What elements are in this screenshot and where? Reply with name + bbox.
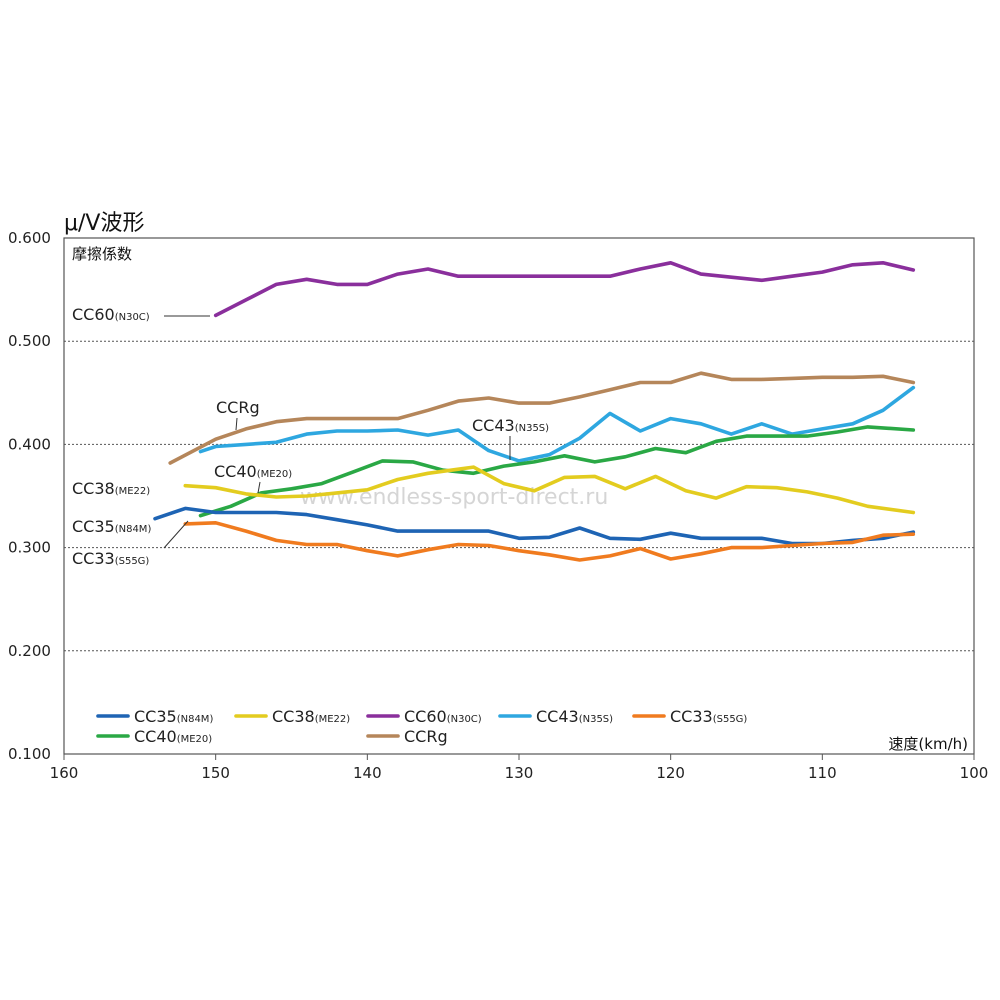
y-tick-label: 0.600	[8, 229, 51, 247]
leader-line-ccrg	[235, 417, 238, 431]
y-tick-label: 0.100	[8, 745, 51, 763]
annotation-ccrg: CCRg	[216, 398, 260, 417]
annotation-code-cc60: (N30C)	[115, 312, 150, 323]
legend-code-cc33: (S55G)	[713, 714, 748, 725]
y-tick-label: 0.500	[8, 332, 51, 350]
series-line-cc43	[198, 385, 916, 463]
annotation-code-cc43: (N35S)	[515, 423, 549, 434]
y-tick-label: 0.400	[8, 435, 51, 453]
watermark: www.endless-sport-direct.ru	[300, 485, 608, 510]
y-axis-label: 摩擦係数	[72, 245, 132, 263]
series-line-ccrg	[168, 371, 916, 465]
x-tick-label: 120	[656, 764, 685, 782]
legend-label-ccrg: CCRg	[404, 727, 448, 746]
y-axis-ticks: 0.100 0.200 0.300 0.400 0.500 0.600	[8, 229, 51, 763]
annotation-code-cc40: (ME20)	[257, 469, 293, 480]
x-tick-label: 130	[505, 764, 534, 782]
x-tick-label: 110	[808, 764, 837, 782]
x-axis-ticks: 160 150 140 130 120 110 100	[50, 754, 989, 782]
legend-code-cc35: (N84M)	[177, 714, 214, 725]
x-tick-label: 150	[201, 764, 230, 782]
y-tick-label: 0.300	[8, 539, 51, 557]
series-line-cc35	[153, 506, 916, 546]
annotation-code-cc35: (N84M)	[115, 524, 152, 535]
series-line-cc60	[213, 260, 916, 318]
legend-code-cc40: (ME20)	[177, 734, 213, 745]
legend-code-cc38: (ME22)	[315, 714, 351, 725]
series-line-cc38	[183, 465, 916, 515]
chart-title: μ/V波形	[64, 211, 144, 236]
annotation-code-cc33: (S55G)	[115, 556, 150, 567]
leader-line-cc33	[163, 520, 189, 549]
legend-code-cc60: (N30C)	[447, 714, 482, 725]
x-axis-label: 速度(km/h)	[888, 735, 968, 753]
series-line-cc33	[183, 520, 916, 562]
annotation-code-cc38: (ME22)	[115, 486, 151, 497]
x-tick-label: 160	[50, 764, 79, 782]
legend-code-cc43: (N35S)	[579, 714, 613, 725]
series-line-cc40	[198, 425, 916, 518]
x-tick-label: 140	[353, 764, 382, 782]
y-tick-label: 0.200	[8, 642, 51, 660]
x-tick-label: 100	[960, 764, 989, 782]
leader-line-cc40	[257, 481, 261, 494]
series-lines	[153, 260, 916, 562]
